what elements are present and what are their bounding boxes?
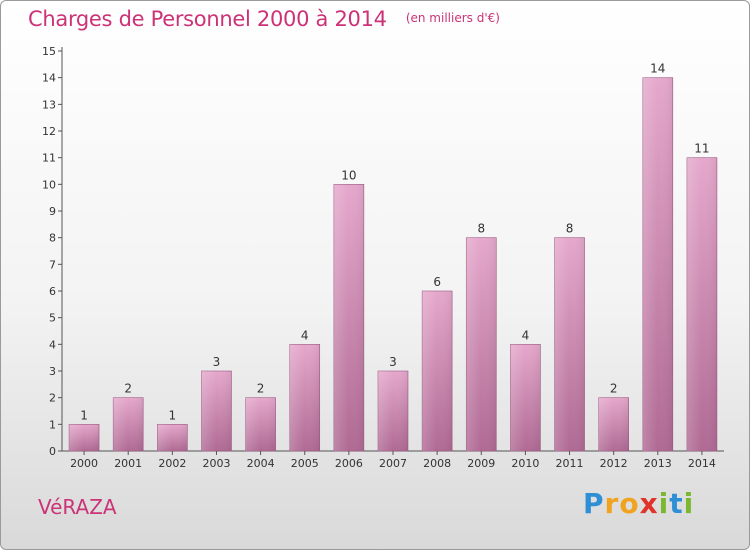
chart-subtitle: (en milliers d'€) (405, 11, 500, 25)
bar-value-label: 6 (433, 275, 441, 289)
x-tick-label: 2014 (688, 457, 716, 470)
y-tick-label: 15 (42, 45, 56, 58)
bar-shade (201, 371, 232, 451)
x-tick-label: 2001 (114, 457, 142, 470)
bar-value-label: 3 (213, 355, 221, 369)
bar-shade (598, 397, 629, 451)
logo-letter: P (583, 487, 605, 520)
bar-value-label: 2 (257, 382, 265, 396)
bar-value-label: 3 (389, 355, 397, 369)
bar-shade (245, 397, 276, 451)
logo-letter: t (669, 487, 684, 520)
bar-value-label: 1 (80, 408, 88, 422)
y-tick-label: 9 (49, 205, 56, 218)
y-tick-label: 8 (49, 232, 56, 245)
bar-shade (466, 237, 497, 451)
y-tick-label: 4 (49, 338, 56, 351)
proxiti-logo: Proxiti (583, 487, 694, 520)
y-tick-label: 13 (42, 98, 56, 111)
x-tick-label: 2010 (511, 457, 539, 470)
bar-shade (554, 237, 585, 451)
y-tick-label: 12 (42, 125, 56, 138)
bar-shade (642, 77, 673, 452)
x-tick-label: 2009 (467, 457, 495, 470)
bar-value-label: 8 (477, 222, 485, 236)
logo-letter: o (619, 487, 640, 520)
bar-shade (333, 184, 364, 452)
y-tick-label: 10 (42, 178, 56, 191)
bar-value-label: 4 (301, 328, 309, 342)
bar-shade (113, 397, 144, 451)
y-tick-label: 1 (49, 418, 56, 431)
bar-shade (686, 157, 717, 451)
x-tick-label: 2006 (335, 457, 363, 470)
title-row: Charges de Personnel 2000 à 2014 (en mil… (28, 7, 500, 31)
bar-value-label: 1 (169, 408, 177, 422)
x-tick-label: 2007 (379, 457, 407, 470)
y-tick-label: 11 (42, 152, 56, 165)
x-tick-label: 2005 (291, 457, 319, 470)
y-tick-label: 3 (49, 365, 56, 378)
y-tick-label: 5 (49, 312, 56, 325)
x-tick-label: 2013 (644, 457, 672, 470)
x-tick-label: 2012 (600, 457, 628, 470)
chart-title: Charges de Personnel 2000 à 2014 (28, 7, 387, 31)
x-tick-label: 2003 (202, 457, 230, 470)
logo-letter: i (658, 487, 670, 520)
y-tick-label: 14 (42, 72, 56, 85)
bar-value-label: 4 (522, 328, 530, 342)
logo-letter: i (683, 487, 695, 520)
x-tick-label: 2004 (247, 457, 275, 470)
y-tick-label: 6 (49, 285, 56, 298)
y-tick-label: 7 (49, 258, 56, 271)
y-tick-label: 0 (49, 445, 56, 458)
bar-shade (378, 371, 408, 451)
y-tick-label: 2 (49, 392, 56, 405)
bar-shade (69, 424, 100, 451)
logo-letter: x (639, 487, 659, 520)
logo-letter: r (604, 487, 620, 520)
bar-shade (157, 424, 188, 451)
bar-shade (289, 344, 320, 451)
bar-value-label: 2 (124, 382, 132, 396)
bar-shade (510, 344, 541, 451)
x-tick-label: 2011 (556, 457, 584, 470)
commune-name: VéRAZA (38, 495, 117, 519)
bar-value-label: 11 (694, 142, 709, 156)
bar-shade (422, 291, 453, 451)
bar-value-label: 10 (341, 168, 356, 182)
bar-value-label: 14 (650, 62, 665, 76)
x-tick-label: 2008 (423, 457, 451, 470)
x-tick-label: 2002 (158, 457, 186, 470)
bar-value-label: 8 (566, 222, 574, 236)
bar-value-label: 2 (610, 382, 618, 396)
x-tick-label: 2000 (70, 457, 98, 470)
